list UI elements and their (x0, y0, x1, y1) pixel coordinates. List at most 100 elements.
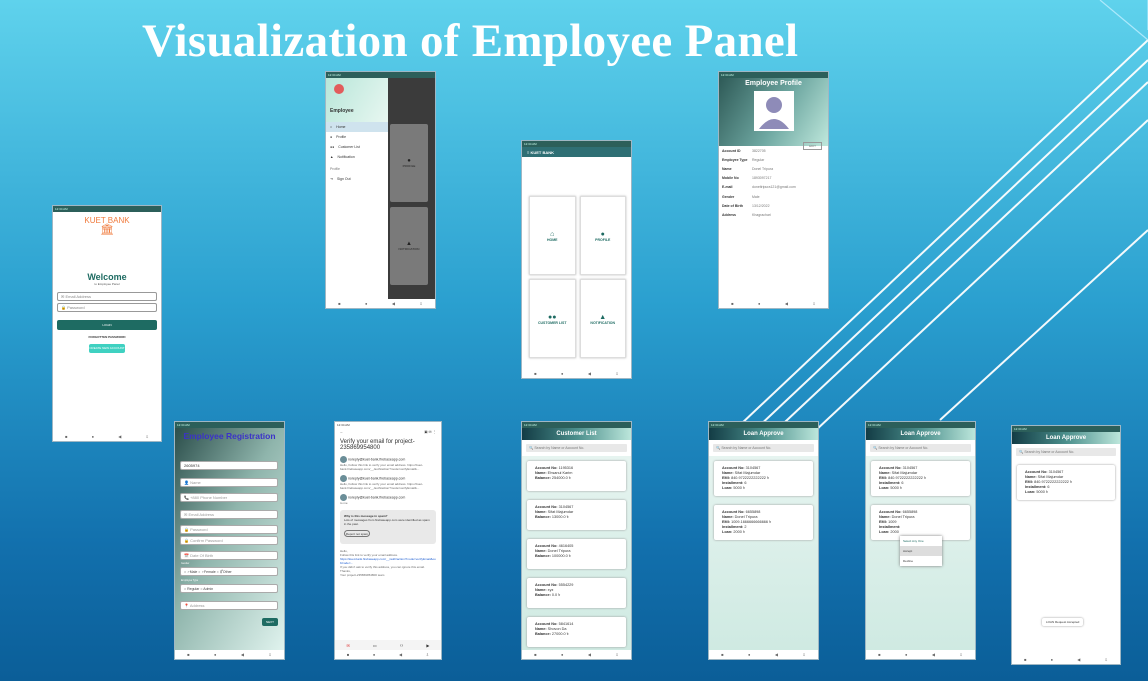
back-icon[interactable]: ■ (731, 301, 734, 306)
accessibility-icon[interactable]: ⇩ (802, 652, 806, 657)
email-thread-3[interactable]: noreply@kuet-bank.firebaseapp.com to me (335, 492, 441, 507)
spaces-tab-icon[interactable]: ⚇ (399, 642, 404, 648)
home-icon[interactable]: ● (758, 301, 761, 306)
drawer-item-home[interactable]: ⌂ Home (326, 122, 388, 132)
accessibility-icon[interactable]: ⇩ (1104, 657, 1108, 662)
more-icon[interactable]: ⋮ (432, 430, 437, 434)
back-icon[interactable]: ■ (534, 371, 537, 376)
accept-option[interactable]: Accept (900, 546, 942, 556)
recent-icon[interactable]: ◀ (931, 652, 935, 657)
accessibility-icon[interactable]: ⇩ (419, 301, 423, 306)
mail-tab-icon[interactable]: ✉ (346, 642, 350, 648)
recent-icon[interactable]: ◀ (240, 652, 244, 657)
customer-card[interactable]: Account No: 3104567 Name: Sifat Majumdar B… (527, 500, 626, 530)
drawer-item-customer-list[interactable]: ●● Customer List (326, 142, 388, 152)
back-icon[interactable]: ■ (534, 652, 537, 657)
email-field[interactable]: ✉ Email Address (57, 292, 157, 301)
tile-notification[interactable]: ▲ NOTIFICATION (579, 279, 626, 358)
decline-option[interactable]: Decline (903, 559, 914, 563)
loan-card[interactable]: Account No: 3104567 Name: Sifat Majumdar E… (871, 461, 970, 496)
home-icon[interactable]: ● (372, 652, 376, 657)
back-icon[interactable]: ■ (878, 652, 881, 657)
verify-link[interactable]: https://kuet-bank.firebaseapp.com/__/aut… (340, 557, 436, 565)
accessibility-icon[interactable]: ⇩ (425, 652, 430, 657)
radio-male[interactable]: ○ ♂Male (184, 570, 198, 574)
home-icon[interactable]: ● (365, 301, 368, 306)
tile-home[interactable]: ⌂ HOME (529, 196, 576, 275)
back-icon[interactable]: ■ (65, 434, 68, 439)
home-icon[interactable]: ● (214, 652, 217, 657)
search-input[interactable]: 🔍 Search by Name or Account No. (713, 444, 814, 452)
mail-icon[interactable]: ✉ (428, 430, 432, 434)
loan-card[interactable]: Account No: 6655898 Name: Donel Tripura EM… (871, 505, 970, 540)
email-field[interactable]: ✉ Email Address (180, 510, 278, 519)
recent-icon[interactable]: ◀ (587, 652, 591, 657)
accessibility-icon[interactable]: ⇩ (615, 371, 619, 376)
back-icon[interactable]: ■ (187, 652, 190, 657)
dob-field[interactable]: 📅 Date Of Birth (180, 551, 278, 560)
phone-field[interactable]: 📞 +880 Phone Number (180, 493, 278, 502)
recent-icon[interactable]: ◀ (587, 371, 591, 376)
recent-icon[interactable]: ◀ (1077, 657, 1081, 662)
drawer-item-notification[interactable]: ▲ Notification (326, 152, 388, 162)
recent-icon[interactable]: ◀ (391, 301, 395, 306)
accessibility-icon[interactable]: ⇩ (812, 301, 816, 306)
radio-female[interactable]: ○ ♀Female (198, 570, 216, 574)
tile-customer-list[interactable]: ●● CUSTOMER LIST (529, 279, 576, 358)
account-field[interactable]: 2605974 (180, 461, 278, 470)
password-field[interactable]: 🔒 Password (57, 303, 157, 312)
report-not-spam-button[interactable]: Report not spam (344, 530, 370, 537)
home-icon[interactable]: ● (561, 371, 564, 376)
accessibility-icon[interactable]: ⇩ (145, 434, 149, 439)
address-field[interactable]: 📍 Address (180, 601, 278, 610)
radio-other[interactable]: ○ ⚥Other (216, 570, 232, 574)
menu-icon[interactable]: ≡ (527, 150, 530, 155)
home-icon[interactable]: ● (561, 652, 564, 657)
home-icon[interactable]: ● (1050, 657, 1054, 662)
email-thread-2[interactable]: noreply@kuet-bank.firebaseapp.com Hello, … (335, 473, 441, 492)
loan-card[interactable]: Account No: 3104567 Name: Sifat Majumdar E… (1017, 465, 1115, 500)
radio-regular[interactable]: ○ Regular (184, 587, 200, 591)
customer-card[interactable]: Account No: 5841614 Name: Shovon Da Balanc… (527, 617, 626, 647)
accessibility-icon[interactable]: ⇩ (615, 652, 619, 657)
search-input[interactable]: 🔍 Search by Name or Account No. (870, 444, 971, 452)
confirm-password-field[interactable]: 🔒 Confirm Password (180, 536, 278, 545)
home-icon[interactable]: ● (748, 652, 751, 657)
recent-icon[interactable]: ◀ (399, 652, 403, 657)
recent-icon[interactable]: ◀ (774, 652, 778, 657)
customer-card[interactable]: Account No: 1195316 Name: Ehsanul Karim Ba… (527, 461, 626, 491)
search-input[interactable]: 🔍 Search by Name or Account No. (526, 444, 627, 452)
accessibility-icon[interactable]: ⇩ (268, 652, 272, 657)
back-icon[interactable]: ■ (721, 652, 724, 657)
login-button[interactable]: LOGIN (57, 320, 157, 330)
tile-profile[interactable]: ● PROFILE (579, 196, 626, 275)
edit-button[interactable]: EDIT (803, 142, 822, 150)
customer-card[interactable]: Account No: 4616405 Name: Donel Tripura Ba… (527, 539, 626, 569)
email-thread-1[interactable]: noreply@kuet-bank.firebaseapp.com Hello, … (335, 454, 441, 473)
archive-icon[interactable]: ▣ (424, 430, 428, 434)
home-icon[interactable]: ● (905, 652, 908, 657)
loan-card[interactable]: Account No: 3104567 Name: Sifat Majumdar E… (714, 461, 813, 496)
forgot-password-link[interactable]: FORGOTTEN PASSWORD (88, 335, 126, 339)
meet-tab-icon[interactable]: ▶ (426, 642, 430, 648)
radio-admin[interactable]: ○ Admin (200, 587, 214, 591)
drawer-item-profile[interactable]: ● Profile (326, 132, 388, 142)
search-input[interactable]: 🔍 Search by Name or Account No. (1016, 448, 1116, 456)
accessibility-icon[interactable]: ⇩ (959, 652, 963, 657)
back-icon[interactable]: ■ (1024, 657, 1027, 662)
back-arrow-icon[interactable]: ← (340, 430, 344, 434)
back-icon[interactable]: ■ (346, 652, 350, 657)
recent-icon[interactable]: ◀ (118, 434, 122, 439)
customer-card[interactable]: Account No: 5554229 Name: xyz Balance: 0.0… (527, 578, 626, 608)
loan-card[interactable]: Account No: 6655898 Name: Donel Tripura EM… (714, 505, 813, 540)
name-field[interactable]: 👤 Name (180, 478, 278, 487)
profile-card[interactable]: ● PROFILE (390, 124, 428, 202)
home-icon[interactable]: ● (91, 434, 95, 439)
password-field[interactable]: 🔒 Password (180, 525, 278, 534)
chat-tab-icon[interactable]: ▭ (372, 642, 377, 648)
recent-icon[interactable]: ◀ (784, 301, 788, 306)
create-account-button[interactable]: CREATE NEW ACCOUNT (89, 344, 125, 353)
next-button[interactable]: NEXT (262, 618, 278, 626)
back-icon[interactable]: ■ (338, 301, 341, 306)
notification-card[interactable]: ▲ NOTIFICATION (390, 207, 428, 285)
